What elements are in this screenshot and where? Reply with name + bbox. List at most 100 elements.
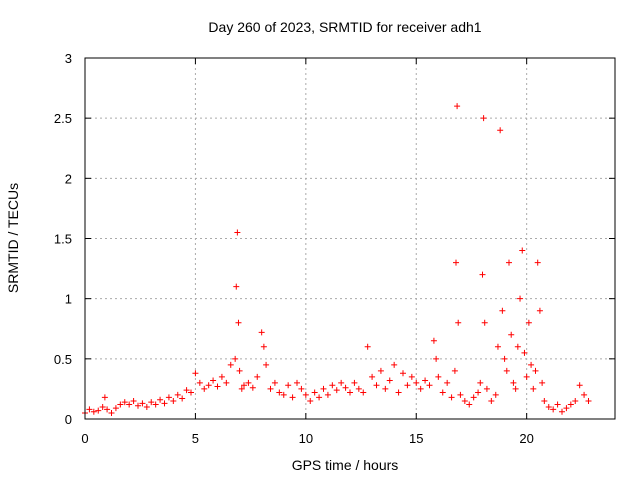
data-point [400, 370, 406, 377]
data-point [241, 382, 247, 389]
data-point [501, 355, 508, 362]
data-point [280, 391, 287, 398]
data-point [417, 385, 424, 392]
data-point [285, 382, 292, 389]
data-point [355, 385, 362, 392]
plot-frame [84, 57, 616, 420]
data-point [201, 385, 208, 392]
data-point [260, 343, 267, 350]
data-point [512, 385, 519, 392]
data-point [470, 394, 477, 401]
data-point [576, 382, 583, 389]
data-point [276, 389, 283, 396]
data-point [183, 387, 190, 394]
data-point [435, 373, 442, 380]
data-point [342, 384, 349, 391]
data-point [174, 391, 181, 398]
data-point [506, 259, 512, 266]
x-tick-label: 5 [192, 431, 199, 446]
data-point [395, 389, 402, 396]
x-tick-label: 0 [81, 431, 88, 446]
data-point [503, 367, 510, 374]
x-axis-label: GPS time / hours [292, 457, 399, 473]
data-point [188, 389, 194, 396]
data-point [477, 379, 484, 386]
data-point [148, 399, 155, 406]
data-point [559, 408, 565, 415]
y-axis-label: SRMTID / TECUs [5, 183, 21, 293]
data-point [382, 385, 389, 392]
data-point [263, 361, 270, 368]
data-point [497, 127, 504, 134]
data-point [161, 400, 168, 407]
data-point [536, 307, 543, 314]
data-point [426, 382, 433, 389]
grid [85, 58, 615, 419]
data-point [466, 401, 473, 408]
data-point [479, 271, 486, 278]
data-point [117, 401, 124, 408]
data-point [360, 389, 367, 396]
data-point [234, 229, 241, 236]
data-point [249, 384, 256, 391]
data-point [236, 367, 243, 374]
data-point [545, 403, 552, 410]
data-point [391, 361, 398, 368]
data-point [235, 319, 242, 326]
y-tick-label: 0 [65, 412, 72, 427]
data-point [267, 385, 274, 392]
data-point [227, 361, 234, 368]
data-point [95, 407, 102, 414]
y-tick-label: 0.5 [54, 352, 72, 367]
data-point [298, 385, 305, 392]
data-point [373, 382, 380, 389]
data-point [563, 405, 570, 412]
data-point [139, 400, 146, 407]
data-point [338, 379, 345, 386]
data-point [530, 385, 537, 392]
data-point [135, 402, 141, 409]
data-point [483, 385, 490, 392]
data-point [550, 406, 557, 413]
data-point [329, 382, 336, 389]
y-tick-label: 2.5 [54, 111, 72, 126]
data-point [112, 405, 119, 412]
data-point [238, 385, 245, 392]
data-point [408, 373, 415, 380]
x-tick-label: 10 [299, 431, 313, 446]
y-tick-label: 2 [65, 171, 72, 186]
data-point [311, 389, 318, 396]
data-point [302, 391, 309, 398]
data-point [196, 379, 203, 386]
data-points [82, 103, 592, 416]
data-point [152, 401, 159, 408]
data-point [108, 409, 115, 416]
data-point [422, 377, 429, 384]
data-point [170, 397, 177, 404]
data-point [457, 391, 464, 398]
data-point [567, 401, 574, 408]
data-point [532, 367, 539, 374]
data-point [481, 319, 488, 326]
data-point [157, 396, 164, 403]
data-point [521, 349, 528, 356]
x-tick-label: 15 [409, 431, 423, 446]
data-point [448, 394, 455, 401]
data-point [214, 383, 221, 390]
data-point [585, 397, 592, 404]
data-point [99, 403, 106, 410]
data-point [433, 355, 440, 362]
data-point [480, 115, 487, 122]
data-point [233, 283, 240, 290]
data-point [508, 331, 515, 338]
data-point [453, 259, 459, 266]
y-tick-label: 3 [65, 51, 72, 66]
data-point [439, 389, 446, 396]
data-point [475, 389, 482, 396]
data-point [528, 361, 535, 368]
data-point [444, 379, 451, 386]
data-point [539, 379, 546, 386]
data-point [121, 399, 128, 406]
x-tick-label: 20 [519, 431, 533, 446]
